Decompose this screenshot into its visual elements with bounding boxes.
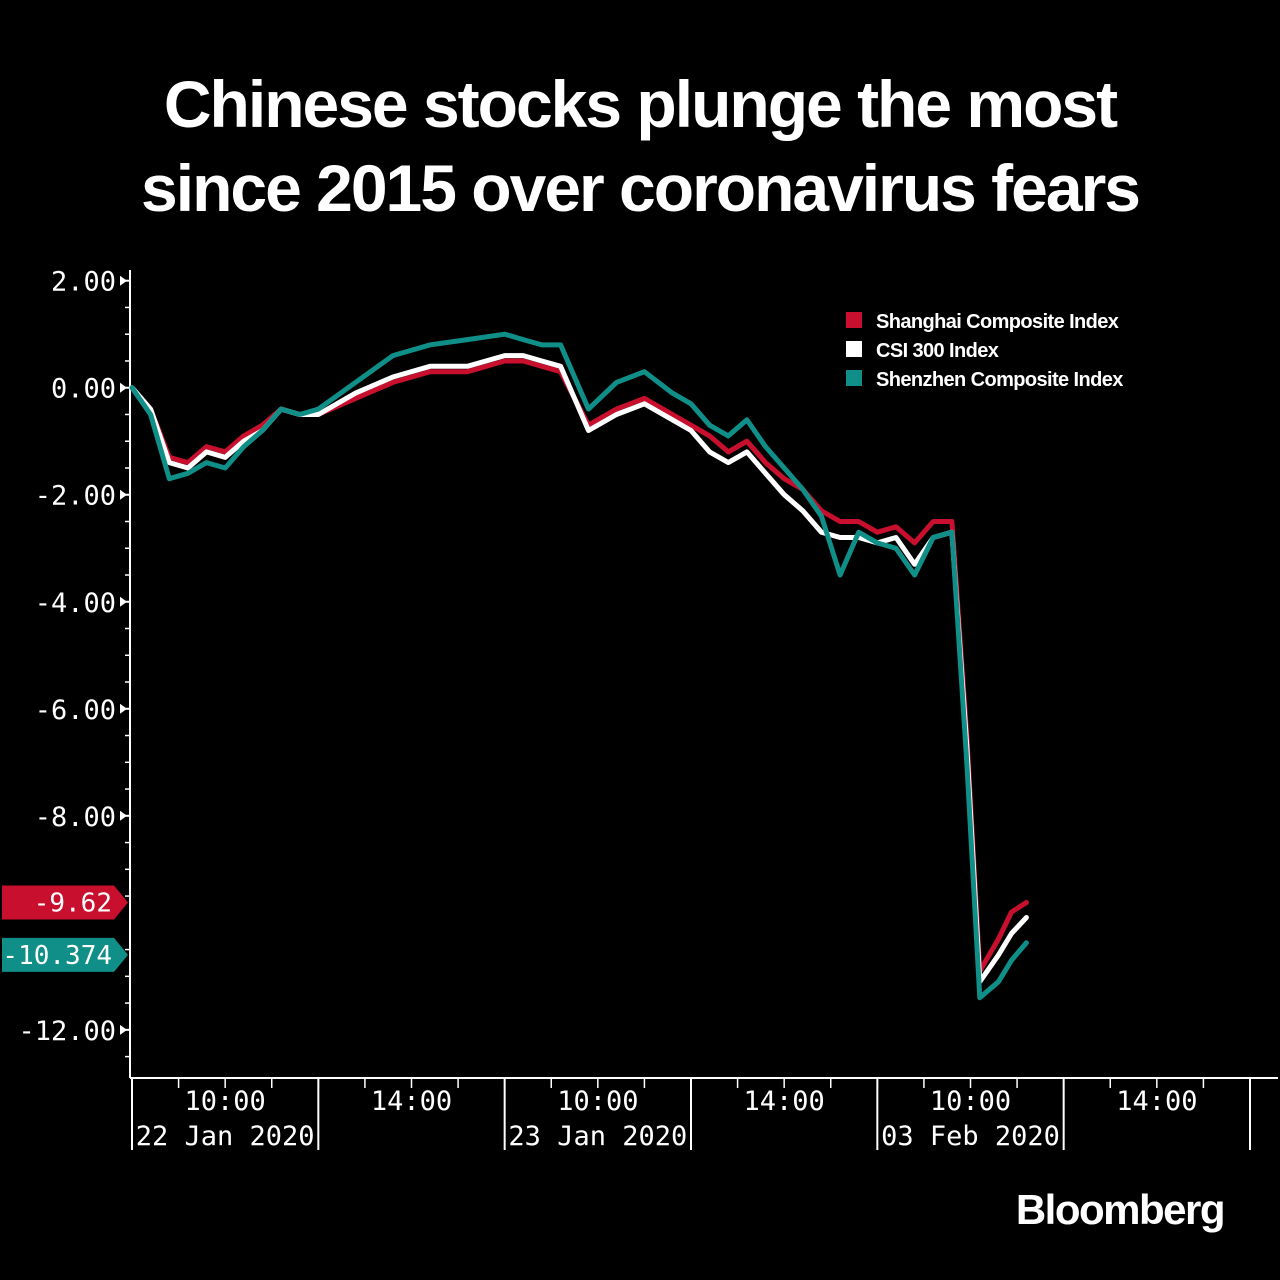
series-lines <box>129 331 1029 1001</box>
series-line-shanghai-composite-index <box>129 358 1029 974</box>
legend-label: Shanghai Composite Index <box>876 311 1119 333</box>
x-tick-date-label: 03 Feb 2020 <box>881 1121 1060 1152</box>
x-tick-date-label: 23 Jan 2020 <box>508 1121 687 1152</box>
x-tick-time-label: 10:00 <box>930 1086 1011 1117</box>
y-tick-arrow <box>120 596 127 607</box>
last-value-flag <box>2 937 128 972</box>
last-value-flag <box>2 885 128 920</box>
y-tick-label: -12.00 <box>18 1016 116 1047</box>
x-tick-date-label: 22 Jan 2020 <box>136 1121 315 1152</box>
y-tick-arrow <box>120 382 127 393</box>
last-value-label: -10.374 <box>2 941 112 971</box>
last-value-label: -9.62 <box>34 888 112 918</box>
y-tick-label: 0.00 <box>51 374 116 405</box>
y-tick-arrow <box>120 810 127 821</box>
legend-label: CSI 300 Index <box>876 340 999 362</box>
y-tick-label: -8.00 <box>35 802 116 833</box>
x-tick-time-label: 14:00 <box>371 1086 452 1117</box>
title-line-1: Chinese stocks plunge the most <box>163 67 1118 141</box>
title-line-2: since 2015 over coronavirus fears <box>141 151 1141 225</box>
y-tick-label: 2.00 <box>51 267 116 298</box>
x-tick-time-label: 14:00 <box>1116 1086 1197 1117</box>
axes: 2.00 0.00 -2.00 -4.00 -6.00 -8.00 -12.00 10:00 2… <box>18 267 1278 1152</box>
x-tick-time-label: 14:00 <box>744 1086 825 1117</box>
y-tick-arrow <box>120 703 127 714</box>
y-tick-label: -4.00 <box>35 588 116 619</box>
legend: Shanghai Composite Index CSI 300 Index She… <box>846 311 1124 391</box>
x-tick-time-label: 10:00 <box>557 1086 638 1117</box>
series-line-shenzhen-composite-index <box>129 331 1029 1001</box>
legend-swatch <box>846 312 862 328</box>
legend-swatch <box>846 341 862 357</box>
y-tick-arrow <box>120 275 127 286</box>
legend-swatch <box>846 370 862 386</box>
bloomberg-logo: Bloomberg <box>1015 1186 1226 1233</box>
y-tick-label: -2.00 <box>35 481 116 512</box>
legend-label: Shenzhen Composite Index <box>876 369 1123 391</box>
y-tick-label: -6.00 <box>35 695 116 726</box>
y-tick-arrow <box>120 489 127 500</box>
chart-title: Chinese stocks plunge the most since 201… <box>0 62 1280 230</box>
y-tick-arrow <box>120 1024 127 1035</box>
series-line-csi-300-index <box>129 353 1029 985</box>
last-value-flags: -9.62 -10.374 <box>2 885 128 972</box>
line-chart: 2.00 0.00 -2.00 -4.00 -6.00 -8.00 -12.00 10:00 2… <box>2 267 1278 1152</box>
x-tick-time-label: 10:00 <box>185 1086 266 1117</box>
